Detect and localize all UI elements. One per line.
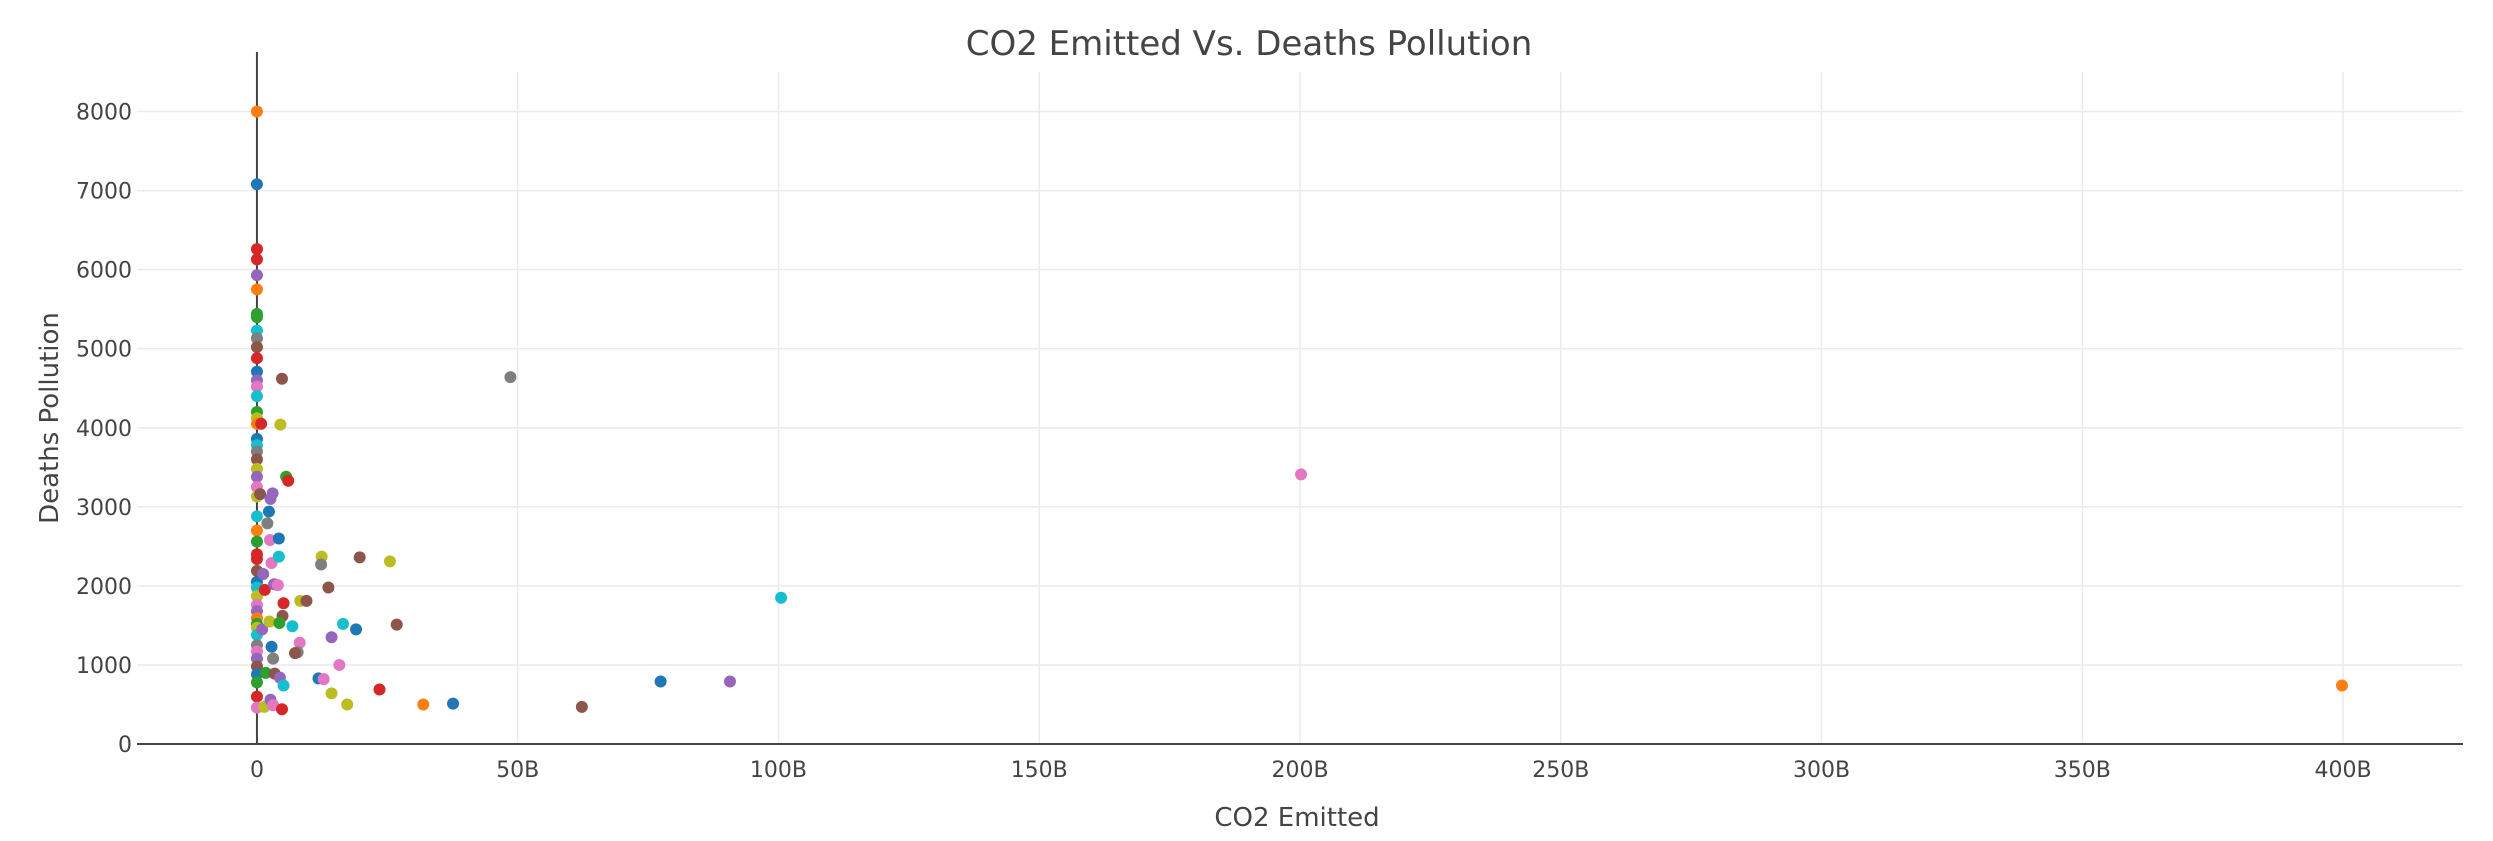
data-point	[258, 583, 271, 596]
data-point	[263, 534, 276, 547]
x-tick-label: 50B	[496, 758, 539, 783]
chart-title: CO2 Emitted Vs. Deaths Pollution	[966, 24, 1533, 64]
data-point	[275, 703, 288, 716]
data-point	[250, 269, 263, 282]
data-point	[274, 418, 287, 431]
data-point	[286, 620, 299, 633]
data-point	[257, 568, 270, 581]
data-point	[250, 341, 263, 354]
y-tick-label: 0	[118, 733, 132, 758]
data-point	[383, 555, 396, 568]
x-tick-label: 0	[250, 758, 264, 783]
data-point	[417, 698, 430, 711]
x-tick-label: 250B	[1532, 758, 1589, 783]
data-point	[250, 380, 263, 393]
data-point	[350, 623, 363, 636]
data-point	[293, 636, 306, 649]
data-point	[250, 510, 263, 523]
data-point	[271, 579, 284, 592]
data-point	[337, 617, 350, 630]
data-point	[300, 594, 313, 607]
data-point	[373, 683, 386, 696]
data-point	[282, 474, 295, 487]
data-point	[654, 675, 667, 688]
data-point	[317, 673, 330, 686]
x-tick-label: 400B	[2315, 758, 2372, 783]
data-point	[250, 332, 263, 345]
data-point	[262, 505, 275, 518]
data-point	[254, 488, 267, 501]
y-tick-label: 8000	[76, 101, 132, 126]
data-point	[250, 105, 263, 118]
x-tick-label: 150B	[1011, 758, 1068, 783]
data-point	[272, 550, 285, 563]
data-point	[289, 647, 302, 660]
data-point	[267, 652, 280, 665]
data-point	[390, 618, 403, 631]
data-point	[250, 553, 263, 566]
data-point	[261, 517, 274, 530]
data-point	[272, 532, 285, 545]
data-point	[250, 453, 263, 466]
data-point	[250, 690, 263, 703]
data-point	[575, 700, 588, 713]
y-tick-label: 7000	[76, 180, 132, 205]
y-tick-labels: 0 1000 2000 3000 4000 5000 6000 7000 8000	[76, 101, 132, 758]
data-point	[256, 623, 269, 636]
data-point	[255, 417, 268, 430]
data-point	[250, 352, 263, 365]
data-points	[250, 105, 2349, 716]
data-point	[775, 591, 788, 604]
data-point	[1295, 468, 1308, 481]
data-point	[273, 617, 286, 630]
y-tick-label: 3000	[76, 496, 132, 521]
data-point	[723, 675, 736, 688]
x-tick-label: 100B	[750, 758, 807, 783]
y-axis-title: Deaths Pollution	[35, 312, 65, 524]
data-point	[2336, 679, 2349, 692]
data-point	[325, 687, 338, 700]
data-point	[275, 372, 288, 385]
data-point	[250, 178, 263, 191]
data-point	[250, 365, 263, 378]
x-tick-labels: 0 50B 100B 150B 200B 250B 300B 350B 400B	[250, 758, 2372, 783]
data-point	[263, 615, 276, 628]
y-tick-label: 2000	[76, 575, 132, 600]
data-point	[341, 698, 354, 711]
data-point	[250, 390, 263, 403]
data-point	[353, 551, 366, 564]
data-point	[250, 470, 263, 483]
data-point	[266, 487, 279, 500]
x-tick-label: 200B	[1271, 758, 1328, 783]
data-point	[322, 581, 335, 594]
x-axis-title: CO2 Emitted	[1214, 803, 1379, 833]
data-point	[447, 697, 460, 710]
data-point	[250, 524, 263, 537]
data-point	[250, 283, 263, 296]
data-point	[250, 535, 263, 548]
y-tick-label: 4000	[76, 417, 132, 442]
y-tick-label: 5000	[76, 338, 132, 363]
data-point	[315, 558, 328, 571]
data-point	[277, 679, 290, 692]
data-point	[259, 666, 272, 679]
data-point	[325, 631, 338, 644]
y-tick-label: 6000	[76, 259, 132, 284]
data-point	[250, 311, 263, 324]
x-tick-label: 300B	[1793, 758, 1850, 783]
data-point	[277, 597, 290, 610]
data-point	[504, 371, 517, 384]
y-tick-label: 1000	[76, 654, 132, 679]
data-point	[250, 676, 263, 689]
grid-lines	[137, 72, 2463, 744]
data-point	[250, 253, 263, 266]
data-point	[250, 243, 263, 256]
data-point	[265, 640, 278, 653]
data-point	[333, 658, 346, 671]
x-tick-label: 350B	[2054, 758, 2111, 783]
